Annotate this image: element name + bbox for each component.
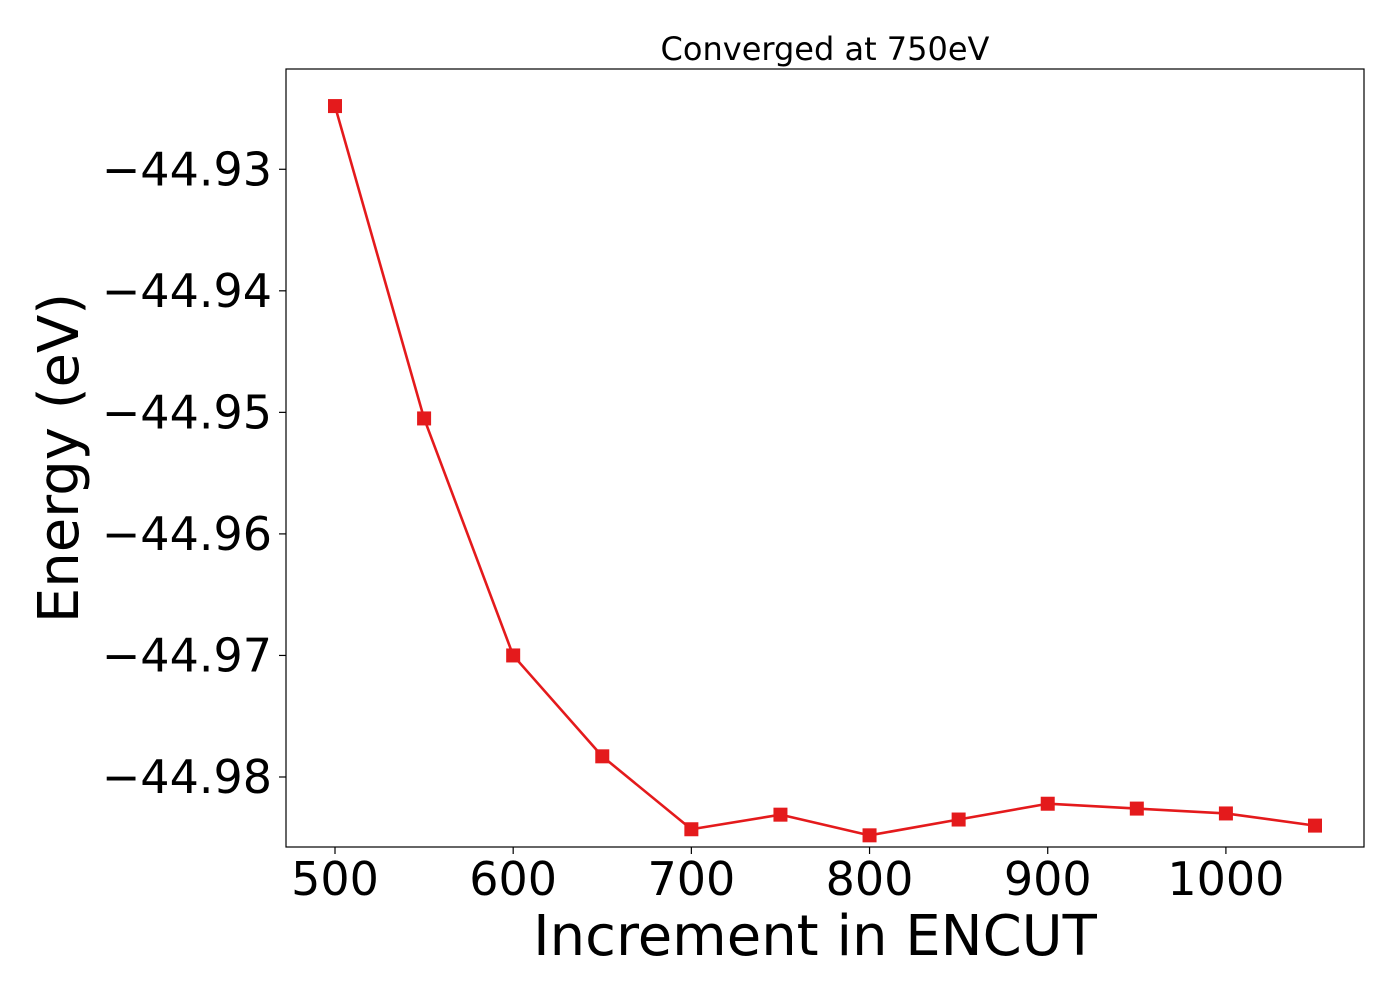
x-tick-label: 700 [647,852,735,906]
plot-area [285,68,1365,848]
y-tick-label: −44.95 [102,385,272,439]
y-tick-label: −44.94 [102,264,272,318]
y-axis: −44.93 −44.94 −44.95 −44.96 −44.97 −44.98 [102,142,286,804]
y-tick-label: −44.93 [102,142,272,196]
y-tick-label: −44.96 [102,507,272,561]
data-point-marker [684,822,699,837]
x-axis: 500 600 700 800 900 1000 [291,847,1284,906]
data-point-marker [506,648,521,663]
plot-frame [285,68,1365,848]
data-point-marker [1308,818,1322,833]
x-tick-label: 600 [469,852,557,906]
chart-title: Converged at 750eV [661,30,990,68]
series-line [333,105,1316,837]
data-point-marker [1129,801,1144,816]
data-point-marker [1040,796,1055,811]
x-axis-label: Increment in ENCUT [533,904,1098,969]
y-tick-label: −44.98 [102,750,272,804]
x-tick-label: 900 [1004,852,1092,906]
data-point-marker [1218,806,1233,821]
y-axis-label: Energy (eV) [27,293,92,623]
x-tick-label: 500 [291,852,379,906]
data-point-marker [417,411,432,426]
data-point-marker [328,99,342,114]
x-tick-label: 1000 [1167,852,1284,906]
data-point-marker [595,749,610,764]
data-point-marker [862,828,877,843]
data-point-marker [773,807,788,822]
series-layer [328,99,1322,843]
y-tick-label: −44.97 [102,628,272,682]
x-tick-label: 800 [826,852,914,906]
data-point-marker [951,812,966,827]
